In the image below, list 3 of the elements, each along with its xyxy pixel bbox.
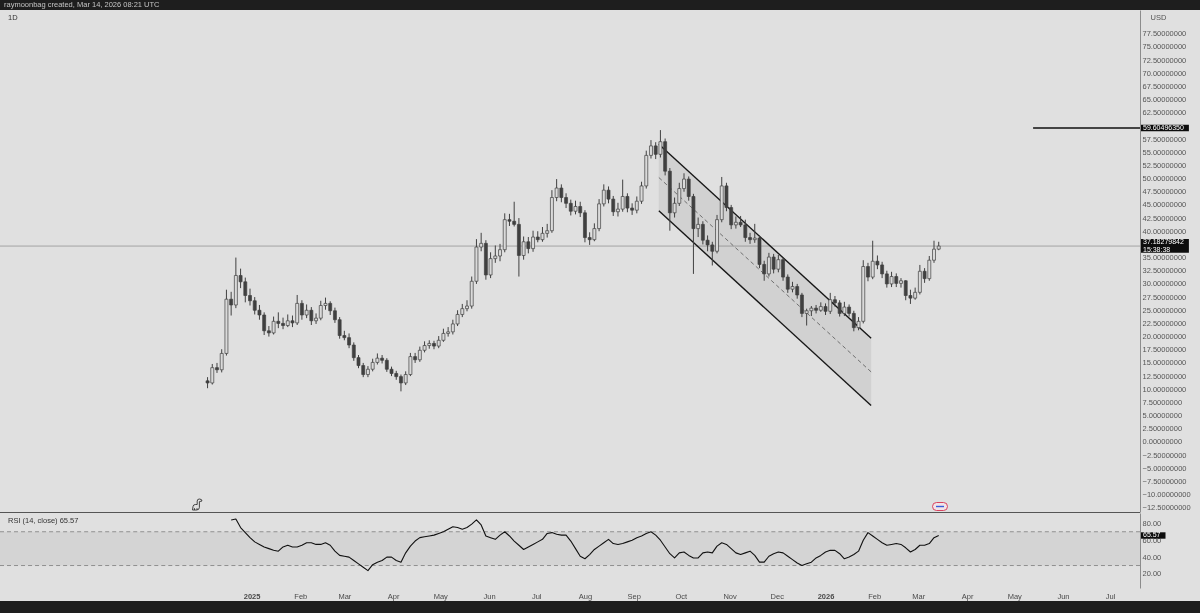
candlestick	[625, 192, 630, 213]
line-series	[230, 518, 940, 572]
candlestick	[771, 253, 776, 274]
